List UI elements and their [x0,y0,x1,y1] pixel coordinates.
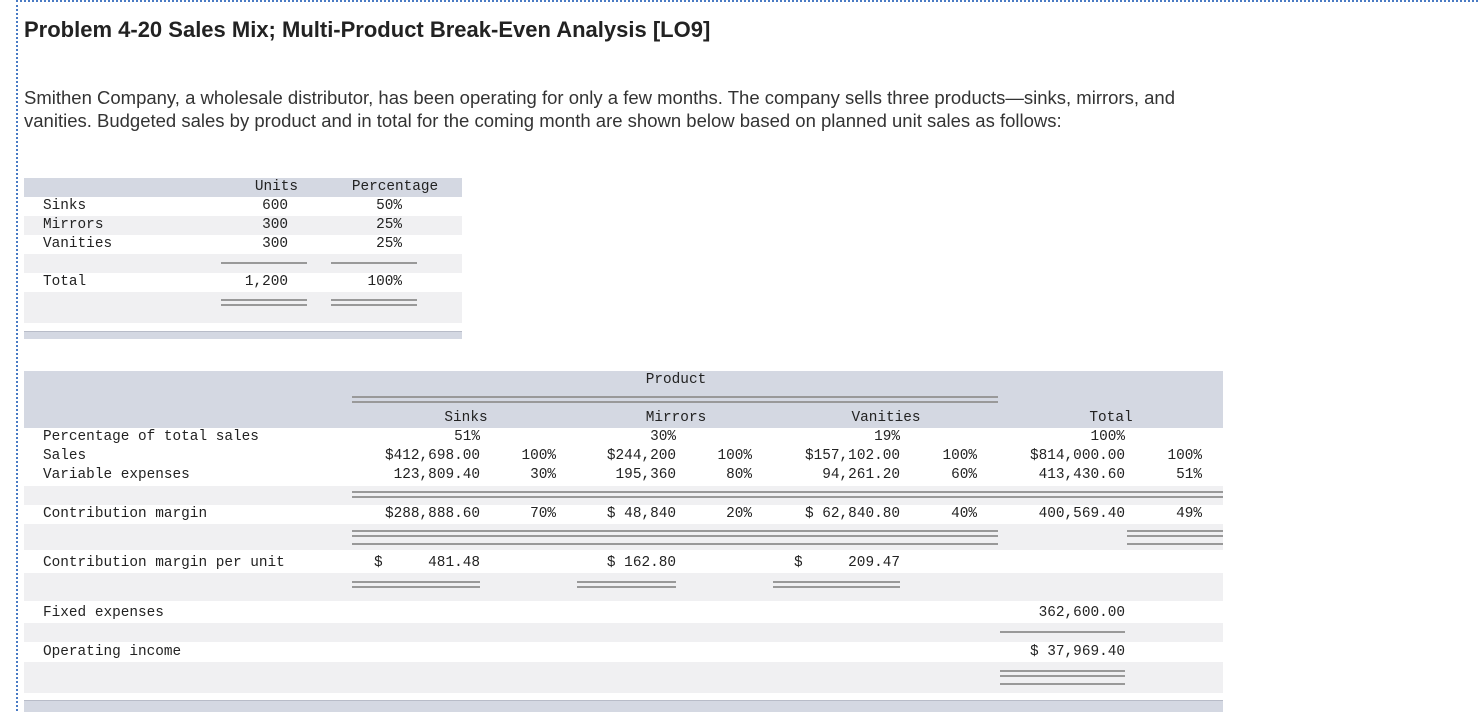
mix-row-units: 300 [262,236,288,252]
mix-total-label: Total [43,274,87,290]
income-band [24,662,1223,693]
col-header-mirrors: Mirrors [645,410,707,426]
underline [1127,543,1223,545]
var-total: 413,430.60 [1038,467,1125,483]
problem-intro: Smithen Company, a wholesale distributor… [24,87,1175,131]
cm-vanities: $ 62,840.80 [805,506,900,522]
mix-band [24,292,462,323]
subtotal-rule [352,491,1223,498]
mix-row-units: 600 [262,198,288,214]
cmu-vanities: 209.47 [848,555,900,571]
underline [352,543,998,545]
income-band [24,524,1223,550]
pct-total-mirrors: 30% [650,429,676,445]
content-frame [16,0,1478,711]
row-label-sales: Sales [43,448,87,464]
mix-row-label: Sinks [43,198,87,214]
sales-pct-vanities: 100% [942,448,977,464]
mix-row-label: Mirrors [43,217,104,233]
product-group-header: Product [645,372,707,388]
row-label-operating-income: Operating income [43,644,182,660]
col-header-vanities: Vanities [851,410,921,426]
cmu-vanities-currency: $ [794,555,803,571]
sales-pct-total: 100% [1167,448,1202,464]
underline [1000,683,1125,685]
mix-row-pct: 25% [376,217,402,233]
col-header-sinks: Sinks [444,410,488,426]
row-label-pct-total-sales: Percentage of total sales [43,429,259,445]
operating-income-total: $ 37,969.40 [1030,644,1125,660]
double-underline [352,581,480,588]
row-label-cm-per-unit: Contribution margin per unit [43,555,285,571]
mix-row-pct: 25% [376,236,402,252]
var-pct-total: 51% [1176,467,1202,483]
var-pct-mirrors: 80% [726,467,752,483]
income-footer-bar [24,700,1223,712]
sales-pct-mirrors: 100% [717,448,752,464]
cm-pct-sinks: 70% [530,506,556,522]
row-label-contribution-margin: Contribution margin [43,506,208,522]
sales-sinks: $412,698.00 [385,448,480,464]
cm-mirrors: $ 48,840 [606,506,676,522]
var-mirrors: 195,360 [615,467,676,483]
cmu-sinks: 481.48 [428,555,480,571]
row-label-variable-expenses: Variable expenses [43,467,190,483]
product-header-rule [352,396,998,403]
cmu-sinks-currency: $ [374,555,383,571]
pct-total-total: 100% [1090,429,1125,445]
cm-pct-mirrors: 20% [726,506,752,522]
mix-header-units: Units [254,179,298,195]
income-band [24,486,1223,505]
sales-total: $814,000.00 [1030,448,1125,464]
mix-header-band [24,178,462,197]
mix-total-pct: 100% [367,274,402,290]
cm-pct-total: 49% [1176,506,1202,522]
sales-mirrors: $244,200 [606,448,676,464]
cm-pct-vanities: 40% [951,506,977,522]
double-underline [773,581,900,588]
var-sinks: 123,809.40 [393,467,480,483]
double-underline [1127,530,1223,537]
problem-title: Problem 4-20 Sales Mix; Multi-Product Br… [24,17,711,42]
mix-footer-bar [24,331,462,339]
underline [331,262,417,264]
income-header-band [24,371,1223,428]
mix-band [24,216,462,235]
mix-total-units: 1,200 [244,274,288,290]
fixed-total: 362,600.00 [1038,605,1125,621]
mix-row-units: 300 [262,217,288,233]
cmu-mirrors: $ 162.80 [606,555,676,571]
cm-sinks: $288,888.60 [385,506,480,522]
col-header-total: Total [1089,410,1133,426]
double-underline [221,299,307,306]
double-underline [352,530,998,537]
cm-total: 400,569.40 [1038,506,1125,522]
row-label-fixed-expenses: Fixed expenses [43,605,164,621]
underline [1000,631,1125,633]
double-underline [1000,670,1125,677]
sales-vanities: $157,102.00 [805,448,900,464]
sales-pct-sinks: 100% [521,448,556,464]
var-pct-vanities: 60% [951,467,977,483]
mix-row-label: Vanities [43,236,113,252]
pct-total-vanities: 19% [874,429,900,445]
var-vanities: 94,261.20 [822,467,900,483]
underline [221,262,307,264]
mix-header-percentage: Percentage [351,179,439,195]
income-band [24,623,1223,642]
pct-total-sinks: 51% [454,429,480,445]
var-pct-sinks: 30% [530,467,556,483]
double-underline [331,299,417,306]
double-underline [577,581,676,588]
mix-row-pct: 50% [376,198,402,214]
